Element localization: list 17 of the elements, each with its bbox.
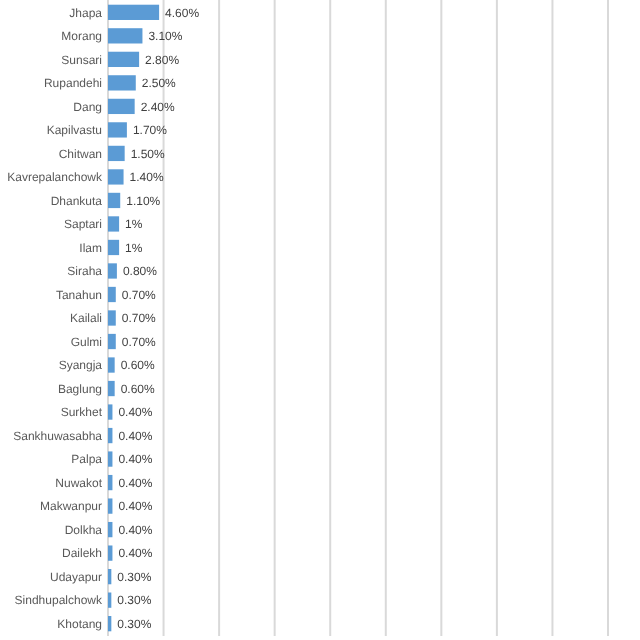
bar [108, 310, 116, 326]
bar [108, 51, 140, 68]
bar [108, 192, 121, 209]
bar [108, 75, 136, 91]
bar [108, 122, 127, 138]
bar [108, 333, 116, 350]
bar [108, 216, 120, 232]
bar [108, 239, 120, 256]
bar [108, 145, 125, 162]
bar [108, 169, 124, 185]
bar [108, 4, 160, 20]
bar [108, 286, 116, 303]
bar [108, 98, 135, 115]
bar [108, 380, 115, 397]
bar [108, 357, 115, 373]
bar [108, 28, 143, 44]
bar [108, 263, 117, 279]
